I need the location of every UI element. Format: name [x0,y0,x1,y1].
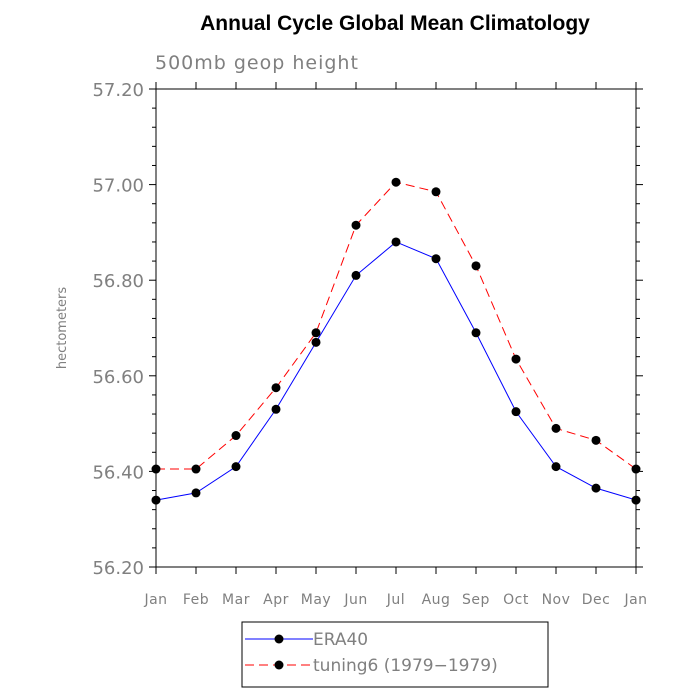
y-tick-label: 56.40 [92,462,144,483]
series-line-1 [156,181,637,470]
series-0-point [591,483,601,493]
x-tick-label: Jan [143,592,167,608]
x-tick-label: Jan [623,592,647,608]
series-group [151,177,641,505]
x-tick-label: Jul [386,592,405,608]
x-tick-labels: Jan Feb Mar Apr May Jun Jul Aug Sep Oct Nov Dec Jan [143,592,647,608]
x-tick-label: Mar [222,592,250,608]
x-tick-label: Aug [422,592,451,608]
series-1-point [271,383,281,393]
x-tick-label: Feb [183,592,209,608]
y-tick-label: 56.80 [92,271,144,292]
chart-subtitle: 500mb geop height [155,52,359,74]
y-tick-label: 57.20 [92,80,144,101]
series-0-point [311,337,321,347]
series-0-point [191,488,201,498]
y-axis-label: hectometers [55,287,70,370]
legend-marker-era40 [274,634,284,644]
x-tick-label: Dec [582,592,611,608]
y-tick-label: 56.60 [92,367,144,388]
series-1-point [391,177,401,187]
y-tick-label: 56.20 [92,558,144,579]
legend-label-tuning6: tuning6 (1979−1979) [313,656,498,676]
legend-marker-tuning6 [274,660,284,670]
series-1-point [231,431,241,441]
x-tick-label: Jun [343,592,367,608]
x-tick-label: Sep [462,592,490,608]
series-1-point [471,261,481,271]
y-tick-label: 57.00 [92,176,144,197]
chart-title: Annual Cycle Global Mean Climatology [200,12,590,35]
y-tick-labels: 56.20 56.40 56.60 56.80 57.00 57.20 [92,80,144,579]
series-0-point [511,407,521,417]
series-0-point [231,462,241,472]
series-0-point [271,404,281,414]
x-tick-label: Nov [542,592,571,608]
series-1-point [191,464,201,474]
plot-frame [155,88,637,568]
series-0-point [471,328,481,338]
legend-box [241,621,549,688]
legend: ERA40 tuning6 (1979−1979) [241,621,549,688]
x-tick-label: May [301,592,331,608]
series-1-point [351,220,361,230]
series-0-point [551,462,561,472]
axis-ticks [149,82,643,574]
series-0-point [431,254,441,264]
series-0-point [351,270,361,280]
x-tick-label: Oct [503,592,529,608]
x-tick-label: Apr [263,592,289,608]
series-1-point [591,435,601,445]
series-line-0 [155,241,637,501]
series-0-point [391,237,401,247]
series-1-point [511,354,521,364]
series-1-point [311,328,321,338]
legend-label-era40: ERA40 [313,630,368,650]
series-1-point [551,423,561,433]
series-1-point [431,187,441,197]
